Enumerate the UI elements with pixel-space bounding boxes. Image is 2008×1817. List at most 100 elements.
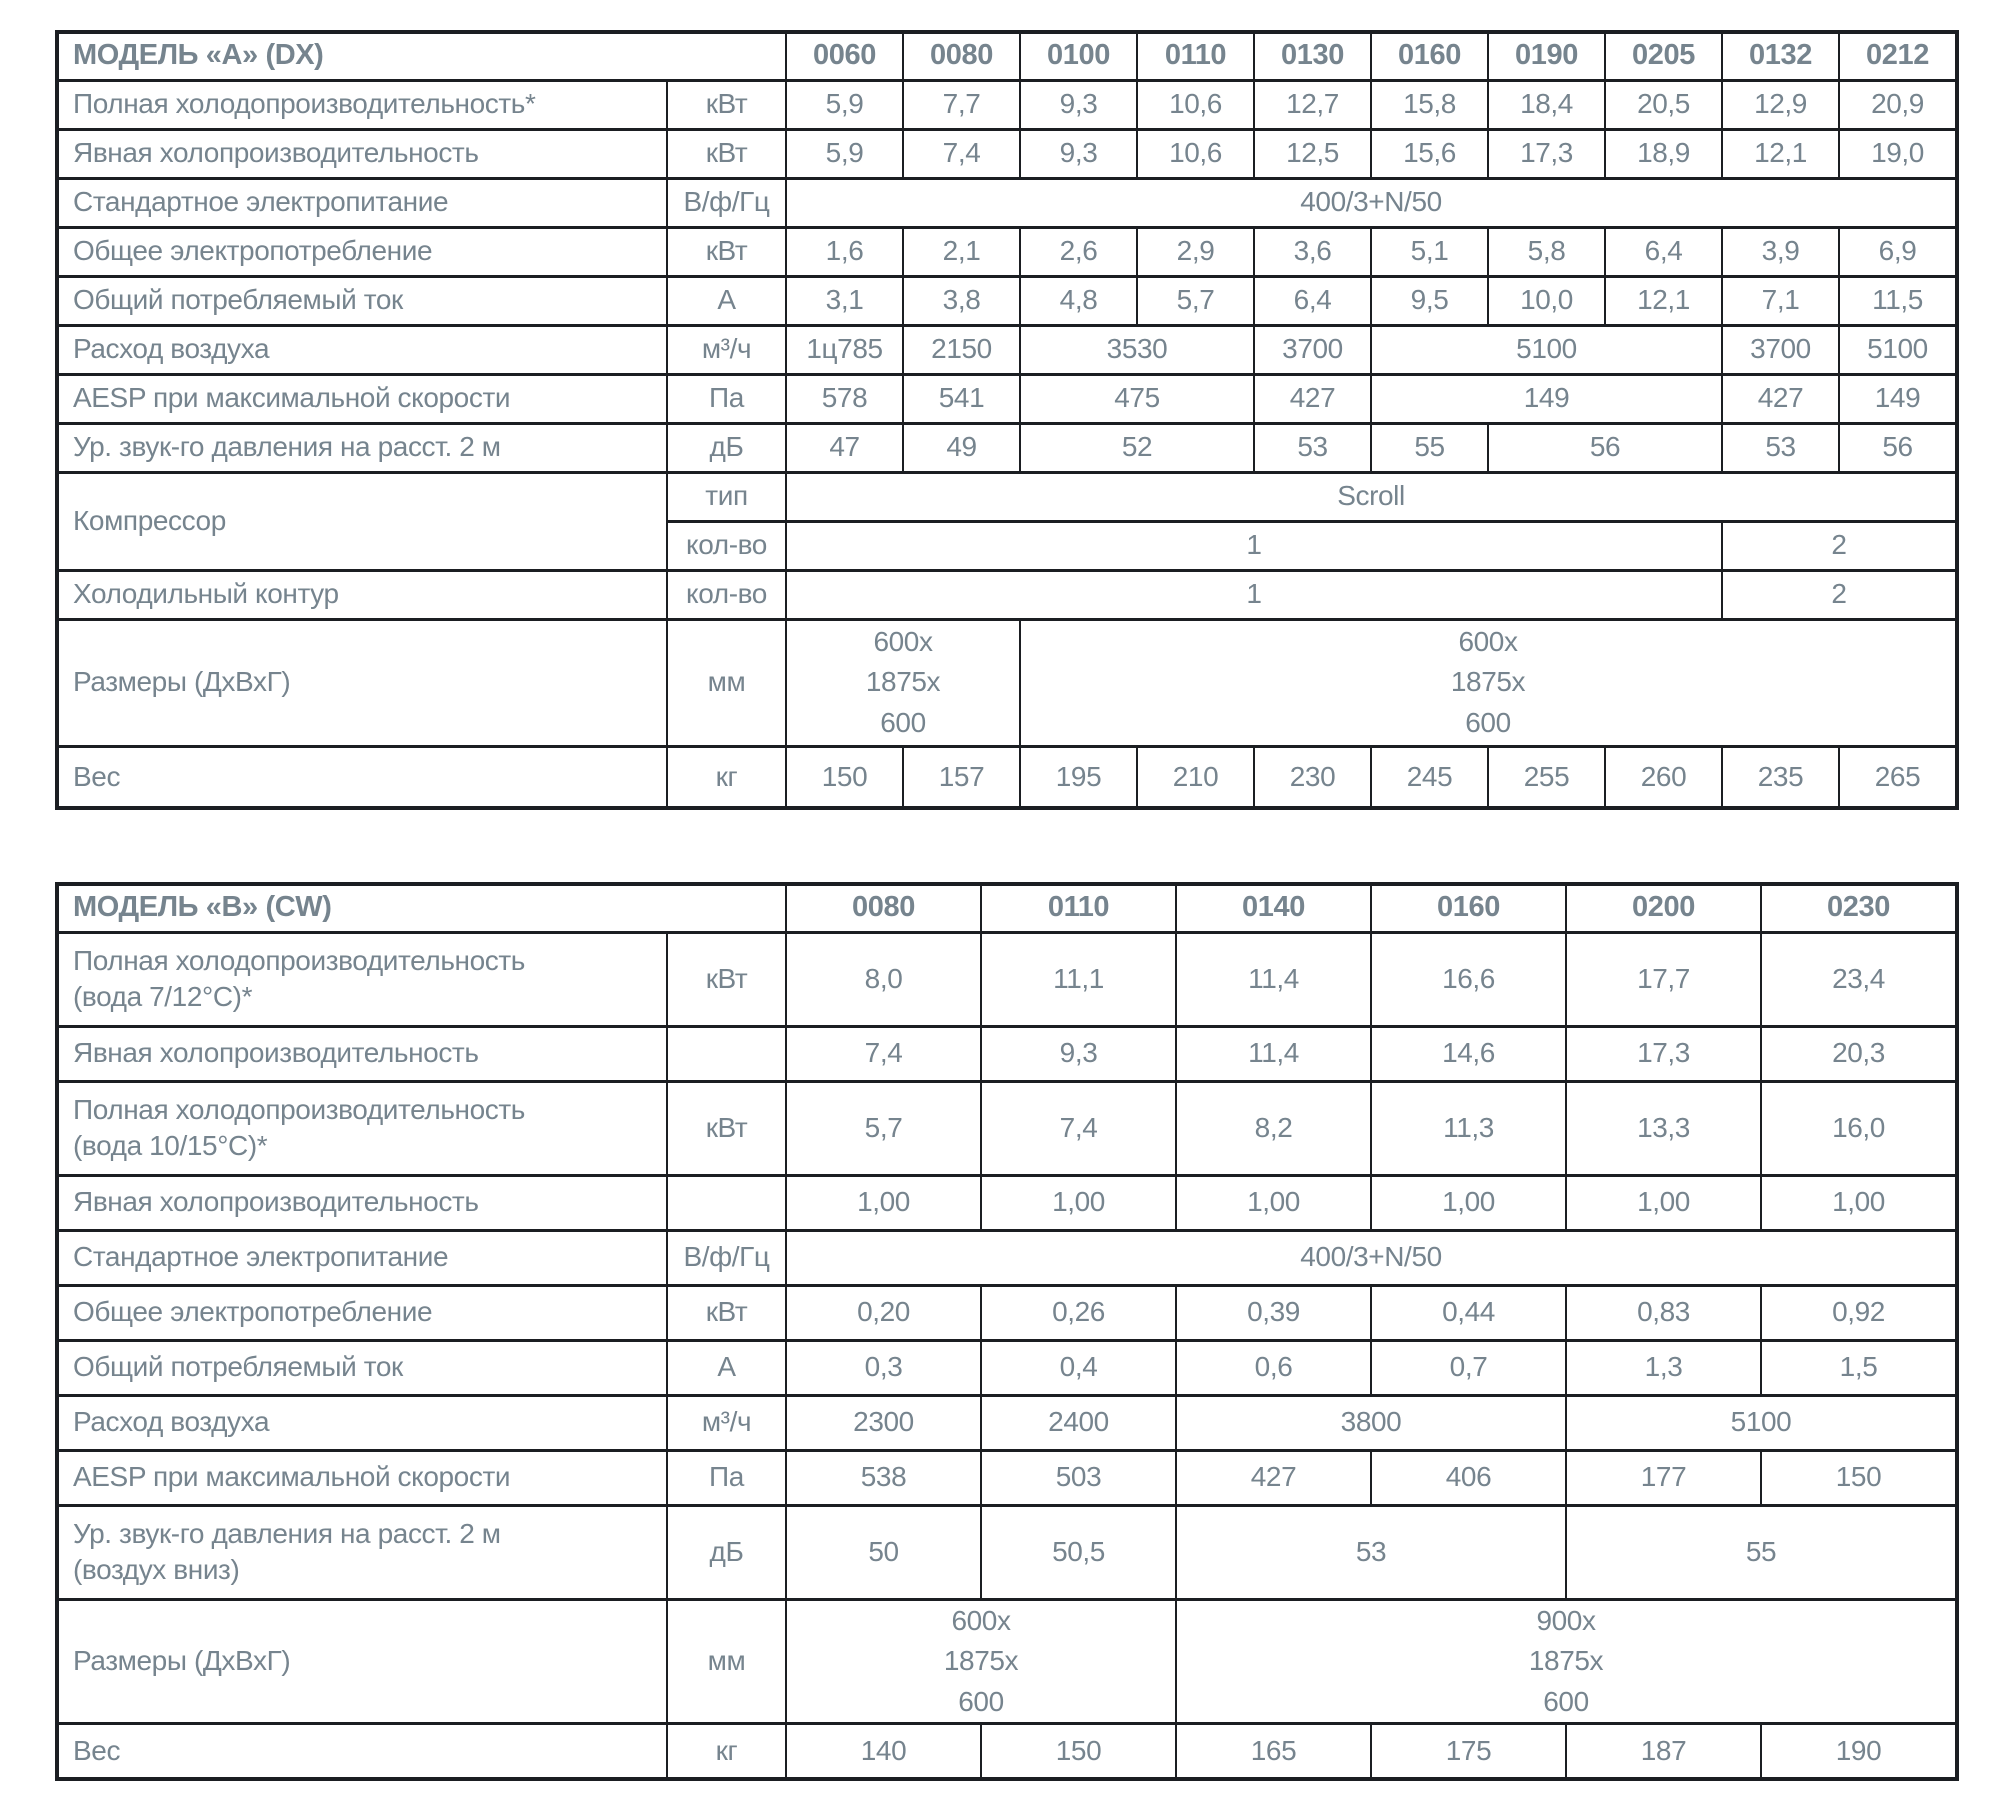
value-cell: 11,1	[980, 930, 1178, 1028]
value-cell: 16,0	[1760, 1079, 1959, 1177]
value-cell: 2,6	[1019, 225, 1139, 278]
value-cell: 0,44	[1370, 1283, 1568, 1342]
value-cell: 3,9	[1721, 225, 1841, 278]
value-cell: 2400	[980, 1393, 1178, 1452]
table-row: Вес кг 140 150 165 175 187 190	[56, 1722, 1959, 1781]
value-cell: 7,7	[902, 78, 1022, 131]
value-cell: 13,3	[1565, 1079, 1763, 1177]
table-row: Ур. звук-го давления на расст. 2 м дБ 47…	[56, 421, 1959, 474]
value-cell: 11,4	[1175, 1024, 1373, 1083]
value-cell: 2300	[785, 1393, 983, 1452]
row-label: Общий потребляемый ток	[56, 1338, 668, 1397]
value-cell: 0,39	[1175, 1283, 1373, 1342]
value-cell: 0,3	[785, 1338, 983, 1397]
value-cell: 900х 1875х 600	[1175, 1597, 1959, 1726]
model-header: 0060	[785, 30, 905, 82]
row-label: Полная холодопроизводительность (вода 7/…	[56, 930, 668, 1028]
row-label: Вес	[56, 744, 668, 810]
value-cell: 55	[1565, 1503, 1959, 1601]
value-cell: 260	[1604, 744, 1724, 810]
row-unit	[665, 1173, 788, 1232]
model-header: 0230	[1760, 882, 1959, 934]
value-cell: 10,6	[1136, 78, 1256, 131]
value-cell: 9,5	[1370, 274, 1490, 327]
value-cell: 1,3	[1565, 1338, 1763, 1397]
value-cell: 230	[1253, 744, 1373, 810]
value-cell: 11,3	[1370, 1079, 1568, 1177]
value-cell: 5100	[1370, 323, 1724, 376]
table-row: МОДЕЛЬ «А» (DX) 0060 0080 0100 0110 0130…	[55, 30, 1959, 82]
table-row: МОДЕЛЬ «В» (CW) 0080 0110 0140 0160 0200…	[55, 882, 1959, 934]
row-unit: кВт	[665, 225, 788, 278]
value-cell: 2150	[902, 323, 1022, 376]
row-label: Стандартное электропитание	[56, 1228, 668, 1287]
model-header: 0110	[1136, 30, 1256, 82]
model-header: 0110	[980, 882, 1178, 934]
value-cell: 5,7	[785, 1079, 983, 1177]
value-cell: 503	[980, 1448, 1178, 1507]
value-cell: 17,7	[1565, 930, 1763, 1028]
value-cell: 2,1	[902, 225, 1022, 278]
value-cell: 14,6	[1370, 1024, 1568, 1083]
value-cell: 475	[1019, 372, 1256, 425]
value-cell: 5100	[1838, 323, 1959, 376]
value-cell: 7,4	[785, 1024, 983, 1083]
value-cell: 157	[902, 744, 1022, 810]
value-cell: 1,00	[1370, 1173, 1568, 1232]
value-cell: 235	[1721, 744, 1841, 810]
table-row: Общее электропотребление кВт 0,20 0,26 0…	[56, 1283, 1959, 1342]
value-cell: 9,3	[1019, 78, 1139, 131]
value-cell: 1	[785, 519, 1724, 572]
value-cell: 265	[1838, 744, 1959, 810]
table-row: Явная холопроизводительность кВт 5,9 7,4…	[56, 127, 1959, 180]
value-cell: 5,9	[785, 78, 905, 131]
value-cell: 5100	[1565, 1393, 1959, 1452]
value-cell: 49	[902, 421, 1022, 474]
model-header: 0080	[785, 882, 983, 934]
value-cell: 53	[1175, 1503, 1568, 1601]
table-row: Расход воздуха м³/ч 2300 2400 3800 5100	[56, 1393, 1959, 1452]
model-header: 0130	[1253, 30, 1373, 82]
value-cell: 255	[1487, 744, 1607, 810]
value-cell: 15,8	[1370, 78, 1490, 131]
value-cell: 6,4	[1253, 274, 1373, 327]
model-header: 0200	[1565, 882, 1763, 934]
value-cell: 165	[1175, 1722, 1373, 1781]
model-b-spec-table: МОДЕЛЬ «В» (CW) 0080 0110 0140 0160 0200…	[55, 882, 1960, 1781]
row-unit: В/ф/Гц	[665, 176, 788, 229]
value-cell: 19,0	[1838, 127, 1959, 180]
table-row: AESP при максимальной скорости Па 538 50…	[56, 1448, 1959, 1507]
value-cell: 18,9	[1604, 127, 1724, 180]
row-label: Ур. звук-го давления на расст. 2 м	[56, 421, 668, 474]
value-cell: 0,26	[980, 1283, 1178, 1342]
value-cell: 56	[1487, 421, 1724, 474]
value-cell: 12,1	[1604, 274, 1724, 327]
value-cell: 0,83	[1565, 1283, 1763, 1342]
row-label: Общий потребляемый ток	[56, 274, 668, 327]
row-label: Расход воздуха	[56, 1393, 668, 1452]
row-unit: тип	[665, 470, 788, 523]
row-unit: кВт	[665, 127, 788, 180]
row-label: Вес	[56, 1722, 668, 1781]
value-cell: 600х 1875х 600	[1019, 617, 1959, 748]
value-cell: 8,2	[1175, 1079, 1373, 1177]
value-cell: 50	[785, 1503, 983, 1601]
value-cell: 9,3	[1019, 127, 1139, 180]
row-unit: мм	[665, 617, 788, 748]
table-row: Полная холодопроизводительность* кВт 5,9…	[56, 78, 1959, 131]
value-cell: 600х 1875х 600	[785, 617, 1022, 748]
value-cell: 2,9	[1136, 225, 1256, 278]
value-cell: 56	[1838, 421, 1959, 474]
value-cell: 17,3	[1487, 127, 1607, 180]
value-cell: 7,4	[980, 1079, 1178, 1177]
value-cell: 11,4	[1175, 930, 1373, 1028]
row-unit: кг	[665, 744, 788, 810]
row-unit: кол-во	[665, 568, 788, 621]
table-row: Холодильный контур кол-во 1 2	[56, 568, 1959, 621]
value-cell: 2	[1721, 568, 1959, 621]
table-row: Размеры (ДхВхГ) мм 600х 1875х 600 600х 1…	[56, 617, 1959, 748]
value-cell: 10,0	[1487, 274, 1607, 327]
row-unit: А	[665, 274, 788, 327]
value-cell: Scroll	[785, 470, 1959, 523]
row-unit: дБ	[665, 1503, 788, 1601]
